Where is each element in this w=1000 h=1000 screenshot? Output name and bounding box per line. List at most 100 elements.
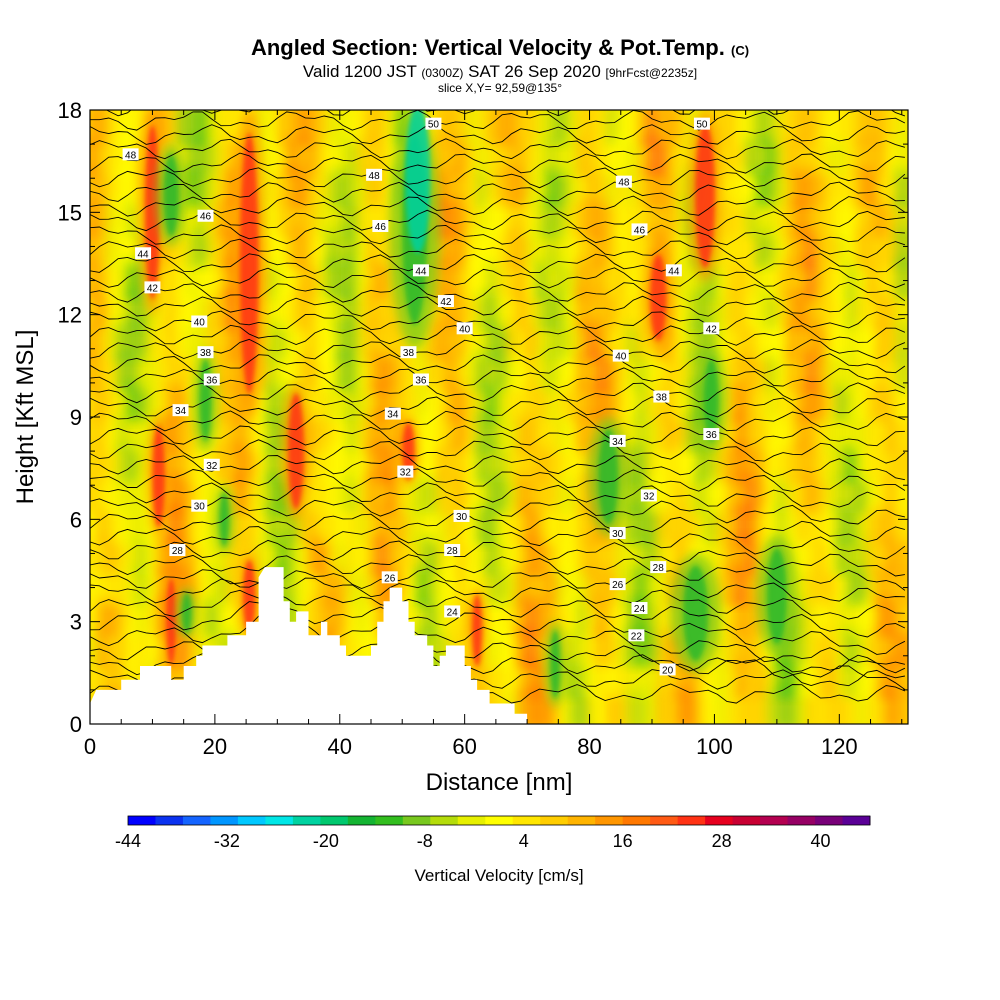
- theta-contour-line: [90, 295, 905, 317]
- colorbar-swatch: [705, 816, 734, 825]
- theta-label: 40: [459, 324, 471, 335]
- theta-label-bg: [703, 322, 720, 335]
- theta-label-bg: [665, 264, 682, 277]
- theta-contour-line: [90, 238, 906, 260]
- theta-label: 32: [206, 461, 218, 472]
- theta-contours: [90, 110, 906, 704]
- theta-label: 46: [375, 222, 387, 233]
- theta-label: 26: [612, 580, 624, 591]
- theta-label-bg: [609, 526, 626, 539]
- theta-label: 42: [706, 324, 718, 335]
- theta-label: 44: [668, 266, 680, 277]
- theta-label: 50: [428, 120, 440, 131]
- theta-label-bg: [628, 629, 645, 642]
- theta-label: 26: [384, 573, 396, 584]
- updraft-core: [152, 425, 165, 528]
- theta-label: 24: [447, 607, 459, 618]
- theta-contour-line: [90, 396, 906, 418]
- colorbar-swatch: [265, 816, 294, 825]
- colorbar-swatch: [182, 816, 211, 825]
- theta-label-bg: [412, 264, 429, 277]
- theta-label-bg: [453, 509, 470, 522]
- theta-label-bg: [456, 322, 473, 335]
- theta-contour-line: [90, 124, 906, 145]
- theta-label-bg: [412, 373, 429, 386]
- velocity-cell: [895, 627, 908, 667]
- theta-label-bg: [191, 499, 208, 512]
- theta-contour-line: [90, 166, 906, 189]
- velocity-cell: [895, 136, 908, 176]
- theta-label: 42: [440, 297, 452, 308]
- theta-label: 44: [138, 249, 150, 260]
- slice-label: slice X,Y= 92,59@135°: [437, 81, 563, 95]
- velocity-cell: [895, 597, 908, 636]
- theta-label: 50: [696, 120, 708, 131]
- theta-label: 30: [456, 512, 468, 523]
- y-tick-label: 0: [70, 712, 82, 737]
- theta-contour-line: [90, 496, 905, 525]
- theta-contour-line: [90, 525, 906, 560]
- theta-label-bg: [191, 315, 208, 328]
- x-tick-label: 20: [203, 734, 227, 759]
- colorbar-tick-label: -20: [313, 831, 339, 851]
- x-tick-label: 120: [821, 734, 858, 759]
- theta-label: 36: [706, 430, 718, 441]
- theta-label-bg: [444, 605, 461, 618]
- velocity-cell: [895, 443, 908, 483]
- updraft-core: [287, 393, 305, 510]
- theta-contour-line: [90, 338, 906, 361]
- theta-label-bg: [612, 349, 629, 362]
- y-tick-label: 15: [58, 200, 82, 225]
- velocity-cell: [895, 167, 908, 207]
- colorbar-swatch: [567, 816, 596, 825]
- colorbar-label: Vertical Velocity [cm/s]: [414, 866, 583, 885]
- theta-label: 34: [175, 406, 187, 417]
- y-axis-label: Height [Kft MSL]: [12, 330, 39, 505]
- velocity-cell: [895, 259, 908, 299]
- theta-contour-line: [90, 381, 906, 404]
- theta-contour-line: [90, 267, 906, 289]
- theta-label: 30: [194, 502, 206, 513]
- velocity-cell: [895, 474, 908, 514]
- theta-contour-line: [90, 110, 906, 131]
- x-tick-label: 60: [452, 734, 476, 759]
- theta-contour-line: [90, 439, 906, 464]
- downdraft-core: [181, 592, 192, 634]
- theta-contour-line: [90, 353, 906, 375]
- theta-label-bg: [366, 168, 383, 181]
- colorbar-swatch: [375, 816, 404, 825]
- colorbar-tick-label: 16: [613, 831, 633, 851]
- theta-label-bg: [197, 209, 214, 222]
- theta-contour-line: [90, 613, 906, 674]
- theta-contour-line: [90, 482, 905, 508]
- theta-label-bg: [381, 571, 398, 584]
- chart-title-units: (C): [731, 43, 750, 58]
- colorbar-swatch: [622, 816, 651, 825]
- theta-label-bg: [703, 428, 720, 441]
- theta-label-bg: [425, 117, 442, 130]
- subtitle-zulu: (0300Z): [421, 66, 464, 80]
- colorbar-swatch: [485, 816, 514, 825]
- theta-label: 36: [415, 375, 427, 386]
- theta-label-bg: [609, 434, 626, 447]
- x-axis-label: Distance [nm]: [426, 769, 573, 796]
- updraft-core: [242, 559, 256, 633]
- theta-label-bg: [397, 465, 414, 478]
- colorbar-swatch: [237, 816, 266, 825]
- theta-label-bg: [631, 602, 648, 615]
- colorbar-swatch: [595, 816, 624, 825]
- colorbar-swatch: [842, 816, 871, 825]
- theta-contour-line: [90, 554, 906, 591]
- colorbar-swatch: [732, 816, 761, 825]
- colorbar-tick-label: 28: [712, 831, 732, 851]
- theta-label: 30: [612, 529, 624, 540]
- downdraft-core: [703, 359, 719, 441]
- theta-contour-line: [105, 110, 906, 117]
- subtitle-date: SAT 26 Sep 2020: [468, 62, 601, 81]
- chart-subtitle: Valid 1200 JST (0300Z) SAT 26 Sep 2020 […: [0, 63, 1000, 82]
- theta-label-bg: [372, 219, 389, 232]
- theta-contour-line: [90, 568, 905, 602]
- theta-label: 28: [172, 546, 184, 557]
- theta-contour-line: [90, 224, 905, 246]
